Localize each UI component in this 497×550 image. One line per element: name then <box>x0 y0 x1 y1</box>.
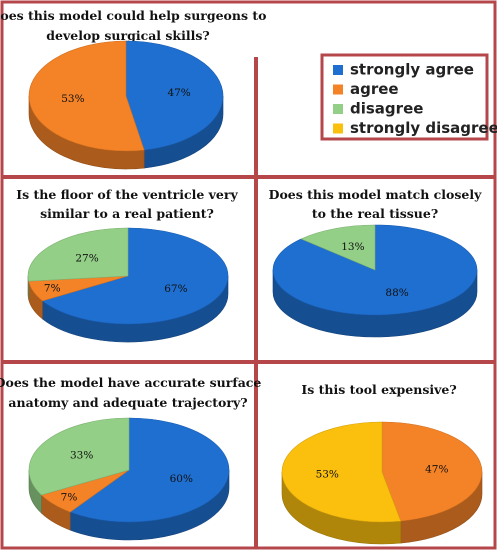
data-label: 33% <box>70 449 93 461</box>
pie-slice-strongly-agree <box>69 417 230 523</box>
data-label: 60% <box>170 473 193 485</box>
legend-swatch <box>333 65 343 75</box>
pie-slice-disagree <box>28 417 130 496</box>
pie-slice-strongly-agree <box>125 40 224 151</box>
pie-slice-disagree <box>300 224 376 271</box>
legend-swatch <box>333 123 343 134</box>
data-label: 67% <box>164 283 187 295</box>
chart-title-line: Does this model could help surgeons to <box>0 8 266 23</box>
chart-title-line: to the real tissue? <box>312 206 438 221</box>
chart-title-line: Is this tool expensive? <box>301 382 456 397</box>
chart-title-line: similar to a real patient? <box>40 206 214 221</box>
legend-label: strongly disagree <box>350 119 497 137</box>
pie-chart-5: Is this tool expensive? 47% 53% <box>281 382 483 545</box>
pie-chart-1: Does this model could help surgeons to de… <box>0 8 266 170</box>
legend-label: disagree <box>350 100 423 118</box>
legend-swatch <box>333 84 343 95</box>
data-label: 13% <box>341 241 364 253</box>
data-label: 47% <box>425 463 448 475</box>
legend-swatch <box>333 104 343 114</box>
data-label: 53% <box>316 469 339 481</box>
legend-label: strongly agree <box>350 61 474 79</box>
chart-title-line: develop surgical skills? <box>46 28 209 43</box>
pie-chart-4: Does the model have accurate surface anat… <box>0 375 261 541</box>
data-label: 7% <box>61 492 78 504</box>
data-label: 88% <box>385 287 408 299</box>
charts-layer: Does this model could help surgeons to de… <box>0 8 483 545</box>
chart-title-line: Is the floor of the ventricle very <box>16 187 238 202</box>
data-label: 47% <box>167 87 190 99</box>
pie-slice-strongly-disagree <box>281 421 402 523</box>
pie-slice-agree <box>381 421 483 522</box>
pie-chart-3: Does this model match closely to the real… <box>269 187 482 338</box>
chart-title-line: Does the model have accurate surface <box>0 375 261 390</box>
chart-title-line: anatomy and adequate trajectory? <box>8 395 247 410</box>
pie-chart-2: Is the floor of the ventricle very simila… <box>16 187 238 343</box>
data-label: 27% <box>75 252 98 264</box>
legend-label: agree <box>350 80 399 98</box>
legend-box <box>320 53 489 141</box>
data-label: 7% <box>44 282 61 294</box>
pie-slice-disagree <box>27 227 129 282</box>
data-label: 53% <box>61 93 84 105</box>
chart-title-line: Does this model match closely <box>269 187 482 202</box>
pie-slice-agree <box>28 40 145 152</box>
pie-slice-strongly-agree <box>41 227 229 325</box>
